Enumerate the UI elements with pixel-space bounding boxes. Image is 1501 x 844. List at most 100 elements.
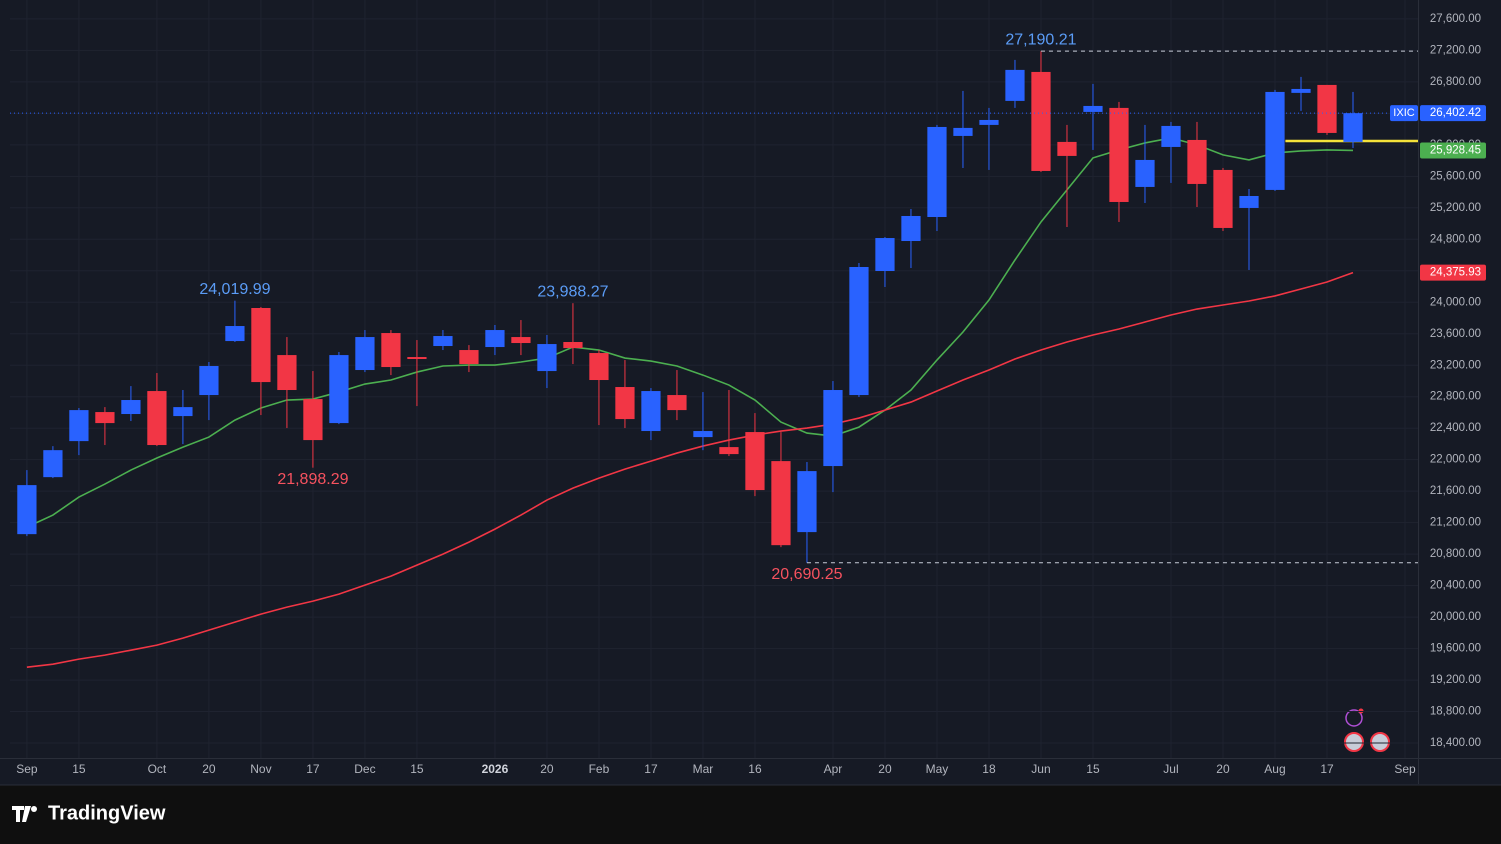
candle-body [1187, 139, 1207, 184]
y-tick-label: 21,600.00 [1430, 485, 1481, 497]
candle-body [43, 450, 63, 478]
x-tick-label: 20 [878, 762, 892, 776]
candle-body [173, 407, 193, 417]
x-tick-label: 20 [1216, 762, 1230, 776]
price-label-box [1420, 264, 1486, 281]
candle-body [485, 330, 505, 348]
candle-body [199, 366, 219, 396]
candle-body [1213, 169, 1233, 228]
event-icons [1344, 708, 1390, 752]
price-label: 25,928.45 [1430, 144, 1481, 156]
candle-body [615, 387, 635, 420]
x-tick-label: 15 [410, 762, 424, 776]
moving-average-line [26, 137, 1354, 528]
candle-body [745, 432, 765, 491]
y-tick-label: 22,000.00 [1430, 454, 1481, 466]
candle-body [797, 471, 817, 533]
candle-body [849, 266, 869, 396]
candle-body [537, 344, 557, 372]
candle-body [979, 119, 999, 125]
logo-mark [12, 806, 31, 822]
y-tick-label: 24,000.00 [1430, 296, 1481, 308]
candle-body [1161, 125, 1181, 147]
candle-body [641, 391, 661, 432]
brand-name: TradingView [48, 802, 166, 824]
candle-body [69, 410, 89, 442]
price-annotation: 23,988.27 [537, 283, 608, 300]
candle-body [693, 431, 713, 438]
y-tick-label: 27,200.00 [1430, 44, 1481, 56]
candle-body [953, 127, 973, 136]
price-annotation: 20,690.25 [771, 566, 842, 583]
x-tick-label: 16 [748, 762, 762, 776]
y-tick-label: 24,800.00 [1430, 233, 1481, 245]
candle-body [17, 485, 37, 535]
candle-body [511, 337, 531, 344]
x-tick-label: May [926, 762, 949, 776]
y-tick-label: 23,200.00 [1430, 359, 1481, 371]
plot-area [10, 0, 1418, 758]
candle-body [1031, 71, 1051, 171]
candle-body [901, 215, 921, 242]
candle-body [303, 399, 323, 441]
x-tick-label: 17 [644, 762, 658, 776]
y-tick-label: 21,200.00 [1430, 517, 1481, 529]
candle-body [719, 447, 739, 455]
candle-body [875, 238, 895, 272]
x-tick-label: 2026 [482, 762, 509, 776]
y-tick-label: 18,400.00 [1430, 737, 1481, 749]
price-label: 24,375.93 [1430, 267, 1481, 279]
candle-body [225, 326, 245, 342]
candle-body [667, 395, 687, 411]
logo: TradingView [12, 802, 166, 824]
candle-body [823, 390, 843, 467]
y-tick-label: 20,400.00 [1430, 580, 1481, 592]
logo-dot [31, 806, 37, 812]
y-tick-label: 19,600.00 [1430, 643, 1481, 655]
x-tick-label: Sep [1394, 762, 1416, 776]
event-dot [1358, 708, 1364, 714]
y-tick-label: 22,800.00 [1430, 391, 1481, 403]
candle-body [355, 337, 375, 371]
y-tick-label: 18,800.00 [1430, 706, 1481, 718]
x-tick-label: Feb [589, 762, 610, 776]
x-tick-label: Sep [16, 762, 38, 776]
candle-body [147, 391, 167, 446]
y-tick-label: 25,600.00 [1430, 170, 1481, 182]
event-icon [1344, 732, 1364, 752]
candle-body [121, 400, 141, 415]
y-tick-label: 20,000.00 [1430, 611, 1481, 623]
event-icon [1345, 709, 1363, 727]
x-tick-label: 18 [982, 762, 996, 776]
candle-body [563, 342, 583, 349]
y-tick-label: 19,200.00 [1430, 674, 1481, 686]
candle-body [433, 336, 453, 347]
candle-body [1291, 88, 1311, 93]
x-tick-label: 15 [1086, 762, 1100, 776]
x-tick-label: Aug [1264, 762, 1285, 776]
event-icon [1370, 732, 1390, 752]
x-tick-label: Nov [250, 762, 271, 776]
candle-body [407, 357, 427, 360]
candle-body [1109, 107, 1129, 202]
x-tick-label: Apr [824, 762, 843, 776]
candle-body [329, 355, 349, 424]
price-annotation: 27,190.21 [1005, 31, 1076, 48]
y-tick-label: 26,800.00 [1430, 76, 1481, 88]
x-tick-label: Jun [1031, 762, 1050, 776]
y-tick-label: 22,400.00 [1430, 422, 1481, 434]
y-tick-label: 25,200.00 [1430, 202, 1481, 214]
candle-body [277, 355, 297, 391]
price-annotation: 21,898.29 [277, 471, 348, 488]
candle-body [1265, 91, 1285, 190]
y-tick-label: 23,600.00 [1430, 328, 1481, 340]
chart-background [0, 0, 1501, 785]
x-tick-label: 20 [202, 762, 216, 776]
x-tick-label: Oct [148, 762, 167, 776]
x-tick-label: Dec [354, 762, 375, 776]
price-annotation: 24,019.99 [199, 281, 270, 298]
x-tick-label: 15 [72, 762, 86, 776]
price-label-box [1420, 142, 1486, 159]
series-name-box [1390, 105, 1418, 122]
candle-body [927, 126, 947, 218]
